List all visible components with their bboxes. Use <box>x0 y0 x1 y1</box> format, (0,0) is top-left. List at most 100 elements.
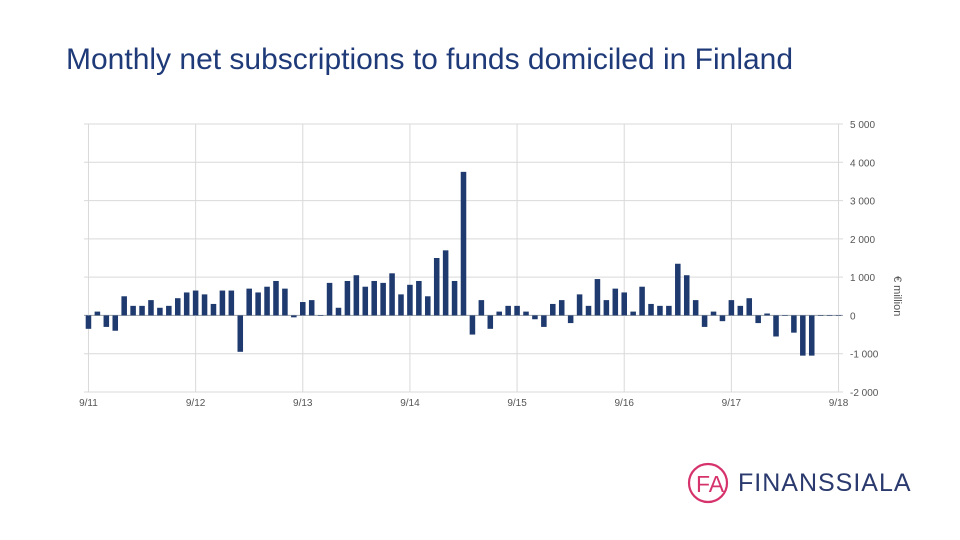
bar <box>541 315 547 327</box>
bar <box>174 298 181 316</box>
bar <box>291 315 297 318</box>
fa-logo-icon: FA <box>687 462 729 504</box>
bar <box>737 305 744 316</box>
bar <box>558 300 565 316</box>
bar <box>764 313 770 316</box>
bar <box>398 294 404 316</box>
bar <box>808 315 815 356</box>
bar <box>835 315 842 316</box>
y-axis-ticks: 5 000 4 000 3 000 2 000 1 000 0 -1 000 -2 000 <box>850 120 879 399</box>
y-axis-label: € million <box>891 276 903 316</box>
bar <box>683 275 690 316</box>
bar <box>451 280 458 316</box>
bar <box>782 315 788 316</box>
bar <box>103 315 110 327</box>
bar <box>237 315 244 352</box>
bar <box>282 288 288 316</box>
bar <box>433 258 440 316</box>
bar <box>157 307 163 316</box>
y-tick-label: 0 <box>850 311 856 322</box>
bar <box>389 273 395 316</box>
bar <box>407 284 413 316</box>
bar <box>576 294 583 316</box>
bar <box>710 311 717 316</box>
bar <box>567 315 574 324</box>
bar <box>371 280 377 316</box>
logo-mark: FA <box>696 471 725 497</box>
bar <box>496 311 502 316</box>
x-tick-label: 9/13 <box>293 398 313 409</box>
logo-name: FINANSSIALA <box>738 469 912 497</box>
bar <box>335 307 342 316</box>
bar <box>166 305 172 316</box>
bar <box>246 288 252 316</box>
bar <box>648 303 654 316</box>
bar <box>460 171 467 316</box>
bar <box>487 315 494 329</box>
bar <box>621 292 627 316</box>
bar <box>773 315 779 337</box>
bar <box>210 303 217 316</box>
bar <box>469 315 476 335</box>
bar <box>121 296 127 316</box>
bar <box>719 315 726 322</box>
bar <box>442 250 449 316</box>
bar <box>594 279 601 316</box>
bar <box>746 298 753 316</box>
y-tick-label: 4 000 <box>850 158 875 169</box>
bar <box>317 315 324 316</box>
bar <box>826 315 833 316</box>
x-axis-ticks: 9/11 9/12 9/13 9/14 9/15 9/16 9/17 9/18 <box>79 398 849 409</box>
y-tick-label: 5 000 <box>850 120 875 131</box>
bar <box>362 286 369 316</box>
bar <box>675 263 681 316</box>
bar <box>255 292 261 316</box>
bar <box>505 305 511 316</box>
y-tick-label: 1 000 <box>850 273 875 284</box>
bar <box>416 280 422 316</box>
bar <box>139 305 145 316</box>
bar <box>514 305 520 316</box>
x-tick-label: 9/15 <box>507 398 527 409</box>
bar <box>612 288 619 316</box>
bar <box>192 290 199 316</box>
bar <box>523 311 529 316</box>
x-tick-label: 9/16 <box>614 398 634 409</box>
bar <box>478 300 485 316</box>
x-tick-label: 9/18 <box>829 398 849 409</box>
bar <box>755 315 761 324</box>
bar <box>791 315 797 333</box>
bar <box>550 303 556 316</box>
bar <box>112 315 119 331</box>
y-tick-label: 2 000 <box>850 235 875 246</box>
bar <box>148 300 154 316</box>
bar <box>201 294 208 316</box>
bar <box>532 315 538 320</box>
bar <box>692 300 699 316</box>
y-tick-label: -1 000 <box>850 350 879 361</box>
bar <box>273 280 279 316</box>
bar <box>344 280 351 316</box>
bars <box>85 171 842 356</box>
x-tick-label: 9/12 <box>186 398 206 409</box>
bar <box>630 311 636 316</box>
bar <box>639 286 645 316</box>
bar <box>657 305 663 316</box>
bar <box>603 300 610 316</box>
page-title: Monthly net subscriptions to funds domic… <box>66 43 794 76</box>
bar <box>666 305 672 316</box>
bar <box>701 315 708 327</box>
bar <box>585 305 592 316</box>
finanssiala-logo: FA FINANSSIALA <box>686 461 916 507</box>
x-tick-label: 9/17 <box>722 398 742 409</box>
y-tick-label: 3 000 <box>850 197 875 208</box>
y-tick-label: -2 000 <box>850 388 879 399</box>
bar <box>264 286 270 316</box>
bar <box>130 305 136 316</box>
bar <box>425 296 431 316</box>
bar <box>353 275 360 316</box>
bar <box>85 315 92 329</box>
bar <box>800 315 806 356</box>
x-tick-label: 9/11 <box>79 398 98 409</box>
